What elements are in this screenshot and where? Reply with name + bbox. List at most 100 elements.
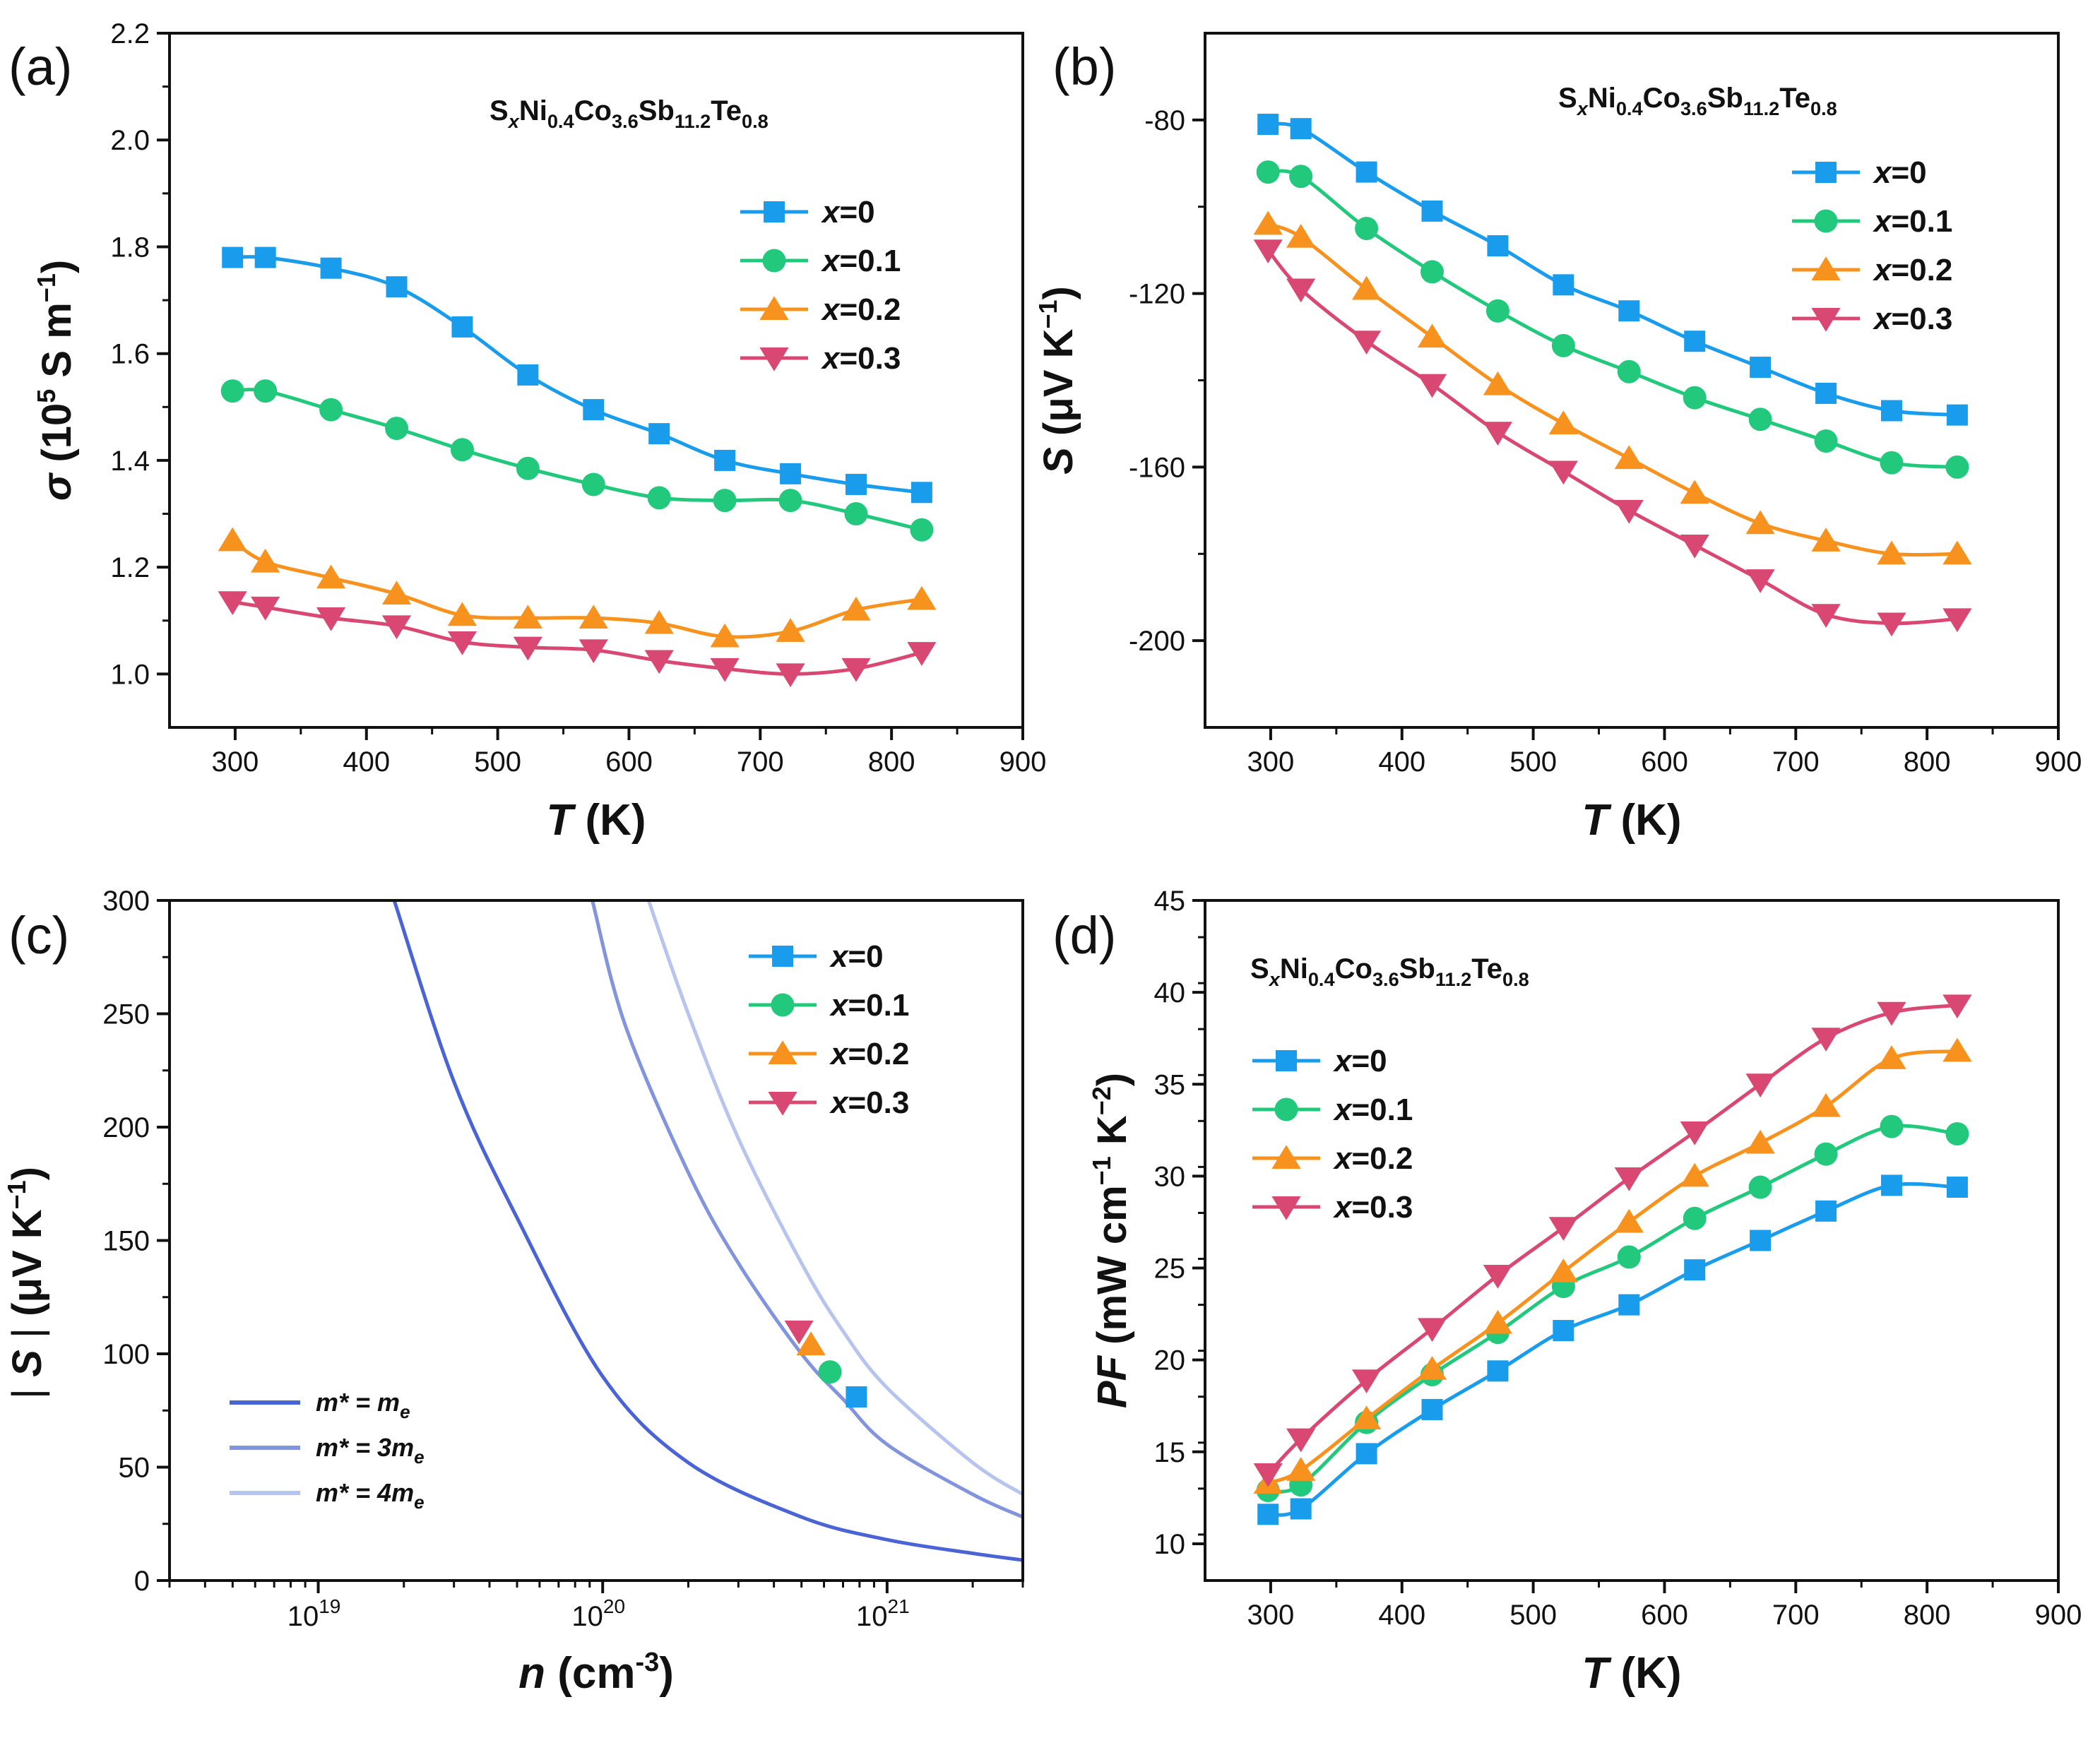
formula-part: Co [1643,83,1680,114]
x-tick-base: 10 [856,1601,888,1632]
data-point-triangle-up [381,581,412,605]
data-point-triangle-down [1351,1369,1382,1394]
legend-var: x [829,1085,849,1120]
y-tick-label: -160 [1129,452,1185,483]
x-axis-label: T (K) [1582,796,1681,845]
y-axis-text: (μV K [1036,328,1081,447]
data-point-triangle-up [1253,210,1283,235]
formula-sub: 3.6 [612,110,639,132]
data-point-square [1487,235,1509,257]
data-point-square [1946,1177,1968,1198]
data-point-triangle-down [1548,1217,1578,1242]
y-tick-label: 50 [119,1453,150,1484]
legend-var: x [821,195,841,230]
y-tick-label: 2.0 [110,125,150,156]
x-axis-label: T (K) [1582,1649,1681,1698]
legend-marker-triangle-up [768,1040,797,1064]
x-tick-label: 300 [212,746,259,778]
formula-label: SxNi0.4Co3.6Sb11.2Te0.8 [490,95,769,132]
data-point-square [846,1386,867,1407]
data-point-triangle-up [1614,445,1644,470]
x-tick-label: 1021 [856,1595,910,1632]
y-axis-var: S [1036,447,1081,475]
data-point-square [320,257,342,279]
data-point-square [386,276,408,298]
data-point-square [1946,404,1968,426]
data-point-square [1257,1504,1279,1525]
plot-frame [168,32,1024,729]
legend-val: =0 [1351,1044,1387,1078]
y-axis-var: S [4,1350,50,1377]
x-tick-label: 1019 [287,1595,341,1632]
data-point-circle [1748,1175,1772,1199]
data-point-square [1815,382,1837,404]
effective-mass-curve [646,900,1023,1496]
y-axis-text: ) [34,260,80,273]
formula-label: SxNi0.4Co3.6Sb11.2Te0.8 [1558,83,1837,119]
legend-var: x [1873,253,1892,287]
legend-val: =0.2 [1351,1141,1413,1176]
curve-legend-label: m* = 4me [316,1478,425,1513]
legend-val: =0.1 [848,988,909,1023]
legend-label: x=0.1 [821,244,901,278]
legend-label: x=0 [1333,1044,1387,1078]
data-point-triangle-up [796,1331,826,1356]
y-tick-label: -200 [1129,626,1185,657]
formula-sub: 0.8 [742,110,769,132]
data-point-square [780,463,802,484]
curve-legend-label: m* = 3me [316,1433,425,1468]
formula-part: Te [1779,83,1810,114]
x-axis-unit: (cm [545,1649,635,1698]
data-point-circle [581,472,605,496]
x-tick-label: 500 [1509,1600,1557,1631]
x-axis-unit: (K) [1608,1649,1681,1698]
curve-legend-sub: e [400,1401,410,1422]
data-point-square [1421,1398,1443,1420]
legend-var: x [1873,204,1892,239]
legend-var: x [821,341,841,376]
data-point-triangle-down [1548,460,1578,485]
legend-var: x [821,292,841,327]
data-point-triangle-up [1811,1093,1841,1117]
data-point-triangle-up [1286,224,1316,248]
x-tick-label: 1020 [571,1595,625,1632]
formula-sub: 11.2 [1743,97,1779,119]
x-axis-var: T [1582,796,1612,845]
data-point-triangle-up [1548,410,1578,434]
curve-legend-text: m* = 4m [316,1478,414,1507]
legend-marker-triangle-down [1271,1196,1301,1220]
legend-marker-circle [1274,1097,1298,1121]
data-point-triangle-down [1942,994,1972,1019]
y-tick-label: 1.8 [110,232,150,263]
formula-sub: x [1268,968,1281,990]
formula-sub: 11.2 [1435,968,1471,990]
data-point-triangle-up [1351,1405,1382,1429]
data-point-triangle-down [1351,331,1382,355]
y-tick-label: 25 [1154,1254,1186,1285]
y-axis-label-group: | S | (μV K−1) [2,1167,50,1399]
formula-sub: 0.8 [1502,968,1529,990]
data-point-circle [1485,299,1509,323]
legend-val: =0.2 [839,292,901,327]
data-point-triangle-up [1614,1208,1644,1233]
y-tick-label: 0 [134,1566,150,1597]
formula-sub: 0.4 [1616,97,1643,119]
formula-sub: x [1576,97,1589,119]
x-tick-label: 600 [1641,1600,1688,1631]
legend-marker-square [764,201,785,222]
x-tick-label: 400 [1378,746,1425,778]
x-tick-label: 300 [1247,1600,1295,1631]
data-point-square [583,399,605,421]
series-line-x=0.1 [1267,1124,1958,1494]
formula-sub: 0.4 [1308,968,1335,990]
data-point-circle [385,417,409,441]
formula-part: S [1250,953,1269,984]
data-point-square [1421,200,1443,222]
curve-legend-label: m* = me [316,1388,410,1422]
x-tick-label: 700 [1772,746,1820,778]
data-point-square [1355,1443,1377,1465]
legend-label: x=0 [1873,155,1927,190]
data-point-square [254,246,276,268]
curve-legend-sub: e [414,1446,424,1468]
y-tick-label: -120 [1129,279,1185,310]
